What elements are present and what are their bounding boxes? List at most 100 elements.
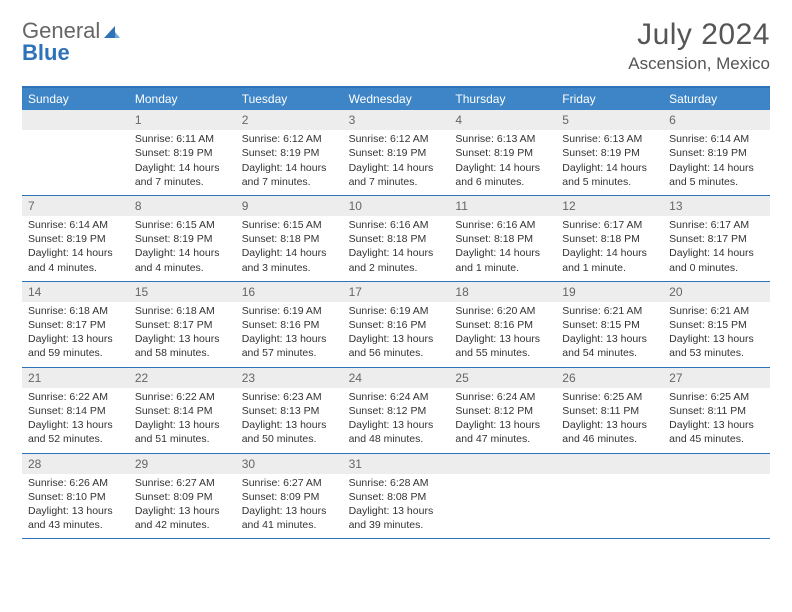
day-body: Sunrise: 6:12 AMSunset: 8:19 PMDaylight:…: [343, 130, 450, 195]
calendar-cell: 20Sunrise: 6:21 AMSunset: 8:15 PMDayligh…: [663, 281, 770, 367]
calendar-cell: 16Sunrise: 6:19 AMSunset: 8:16 PMDayligh…: [236, 281, 343, 367]
sunset-line: Sunset: 8:19 PM: [349, 146, 444, 160]
daylight-line: Daylight: 13 hours and 39 minutes.: [349, 504, 444, 532]
sunset-line: Sunset: 8:13 PM: [242, 404, 337, 418]
day-body: Sunrise: 6:19 AMSunset: 8:16 PMDaylight:…: [236, 302, 343, 367]
calendar-cell: 26Sunrise: 6:25 AMSunset: 8:11 PMDayligh…: [556, 367, 663, 453]
day-number: 1: [129, 110, 236, 130]
sunset-line: Sunset: 8:18 PM: [455, 232, 550, 246]
weekday-header: Sunday: [22, 88, 129, 110]
day-number: 31: [343, 454, 450, 474]
sunrise-line: Sunrise: 6:22 AM: [135, 390, 230, 404]
sunrise-line: Sunrise: 6:27 AM: [242, 476, 337, 490]
logo: GeneralBlue: [22, 18, 122, 66]
sunset-line: Sunset: 8:17 PM: [28, 318, 123, 332]
day-body: Sunrise: 6:16 AMSunset: 8:18 PMDaylight:…: [449, 216, 556, 281]
day-number: [556, 454, 663, 474]
calendar-cell: 2Sunrise: 6:12 AMSunset: 8:19 PMDaylight…: [236, 110, 343, 195]
daylight-line: Daylight: 13 hours and 48 minutes.: [349, 418, 444, 446]
calendar-cell: 6Sunrise: 6:14 AMSunset: 8:19 PMDaylight…: [663, 110, 770, 195]
day-number: 10: [343, 196, 450, 216]
sail-icon: [102, 24, 122, 40]
sunrise-line: Sunrise: 6:15 AM: [242, 218, 337, 232]
title-block: July 2024 Ascension, Mexico: [628, 18, 770, 74]
sunset-line: Sunset: 8:18 PM: [242, 232, 337, 246]
sunrise-line: Sunrise: 6:12 AM: [349, 132, 444, 146]
sunrise-line: Sunrise: 6:19 AM: [349, 304, 444, 318]
daylight-line: Daylight: 14 hours and 5 minutes.: [562, 161, 657, 189]
calendar-cell: 1Sunrise: 6:11 AMSunset: 8:19 PMDaylight…: [129, 110, 236, 195]
daylight-line: Daylight: 13 hours and 47 minutes.: [455, 418, 550, 446]
day-number: 8: [129, 196, 236, 216]
sunset-line: Sunset: 8:16 PM: [242, 318, 337, 332]
day-number: 17: [343, 282, 450, 302]
calendar-cell: 30Sunrise: 6:27 AMSunset: 8:09 PMDayligh…: [236, 453, 343, 539]
calendar-cell: [449, 453, 556, 539]
daylight-line: Daylight: 13 hours and 54 minutes.: [562, 332, 657, 360]
sunrise-line: Sunrise: 6:22 AM: [28, 390, 123, 404]
sunrise-line: Sunrise: 6:27 AM: [135, 476, 230, 490]
day-body: Sunrise: 6:16 AMSunset: 8:18 PMDaylight:…: [343, 216, 450, 281]
day-body: Sunrise: 6:26 AMSunset: 8:10 PMDaylight:…: [22, 474, 129, 539]
sunset-line: Sunset: 8:14 PM: [28, 404, 123, 418]
daylight-line: Daylight: 14 hours and 7 minutes.: [135, 161, 230, 189]
daylight-line: Daylight: 14 hours and 3 minutes.: [242, 246, 337, 274]
day-number: 29: [129, 454, 236, 474]
weekday-header: Thursday: [449, 88, 556, 110]
day-number: 9: [236, 196, 343, 216]
day-body: Sunrise: 6:23 AMSunset: 8:13 PMDaylight:…: [236, 388, 343, 453]
sunrise-line: Sunrise: 6:28 AM: [349, 476, 444, 490]
daylight-line: Daylight: 14 hours and 7 minutes.: [242, 161, 337, 189]
sunset-line: Sunset: 8:15 PM: [562, 318, 657, 332]
sunrise-line: Sunrise: 6:13 AM: [562, 132, 657, 146]
calendar-cell: 5Sunrise: 6:13 AMSunset: 8:19 PMDaylight…: [556, 110, 663, 195]
calendar-cell: [22, 110, 129, 195]
daylight-line: Daylight: 14 hours and 4 minutes.: [28, 246, 123, 274]
day-body: Sunrise: 6:27 AMSunset: 8:09 PMDaylight:…: [236, 474, 343, 539]
sunset-line: Sunset: 8:18 PM: [562, 232, 657, 246]
calendar-cell: 24Sunrise: 6:24 AMSunset: 8:12 PMDayligh…: [343, 367, 450, 453]
header: GeneralBlue July 2024 Ascension, Mexico: [22, 18, 770, 74]
daylight-line: Daylight: 13 hours and 45 minutes.: [669, 418, 764, 446]
daylight-line: Daylight: 13 hours and 41 minutes.: [242, 504, 337, 532]
calendar-cell: 28Sunrise: 6:26 AMSunset: 8:10 PMDayligh…: [22, 453, 129, 539]
day-body: Sunrise: 6:22 AMSunset: 8:14 PMDaylight:…: [22, 388, 129, 453]
day-number: 28: [22, 454, 129, 474]
day-number: 22: [129, 368, 236, 388]
day-body: Sunrise: 6:13 AMSunset: 8:19 PMDaylight:…: [556, 130, 663, 195]
sunrise-line: Sunrise: 6:24 AM: [455, 390, 550, 404]
day-body: Sunrise: 6:13 AMSunset: 8:19 PMDaylight:…: [449, 130, 556, 195]
sunset-line: Sunset: 8:09 PM: [135, 490, 230, 504]
weekday-header: Friday: [556, 88, 663, 110]
daylight-line: Daylight: 13 hours and 55 minutes.: [455, 332, 550, 360]
day-body: Sunrise: 6:18 AMSunset: 8:17 PMDaylight:…: [22, 302, 129, 367]
day-body: Sunrise: 6:11 AMSunset: 8:19 PMDaylight:…: [129, 130, 236, 195]
day-number: 27: [663, 368, 770, 388]
day-body: Sunrise: 6:19 AMSunset: 8:16 PMDaylight:…: [343, 302, 450, 367]
day-body: Sunrise: 6:21 AMSunset: 8:15 PMDaylight:…: [663, 302, 770, 367]
day-body: Sunrise: 6:25 AMSunset: 8:11 PMDaylight:…: [663, 388, 770, 453]
sunset-line: Sunset: 8:15 PM: [669, 318, 764, 332]
sunrise-line: Sunrise: 6:17 AM: [562, 218, 657, 232]
calendar-cell: 15Sunrise: 6:18 AMSunset: 8:17 PMDayligh…: [129, 281, 236, 367]
calendar-cell: 7Sunrise: 6:14 AMSunset: 8:19 PMDaylight…: [22, 195, 129, 281]
day-number: 13: [663, 196, 770, 216]
sunrise-line: Sunrise: 6:23 AM: [242, 390, 337, 404]
day-body: Sunrise: 6:25 AMSunset: 8:11 PMDaylight:…: [556, 388, 663, 453]
day-body: Sunrise: 6:14 AMSunset: 8:19 PMDaylight:…: [22, 216, 129, 281]
sunrise-line: Sunrise: 6:17 AM: [669, 218, 764, 232]
sunrise-line: Sunrise: 6:11 AM: [135, 132, 230, 146]
day-number: 2: [236, 110, 343, 130]
calendar-cell: 3Sunrise: 6:12 AMSunset: 8:19 PMDaylight…: [343, 110, 450, 195]
weekday-header: Saturday: [663, 88, 770, 110]
calendar-cell: 8Sunrise: 6:15 AMSunset: 8:19 PMDaylight…: [129, 195, 236, 281]
day-body: Sunrise: 6:18 AMSunset: 8:17 PMDaylight:…: [129, 302, 236, 367]
daylight-line: Daylight: 14 hours and 4 minutes.: [135, 246, 230, 274]
sunset-line: Sunset: 8:10 PM: [28, 490, 123, 504]
sunrise-line: Sunrise: 6:21 AM: [669, 304, 764, 318]
sunset-line: Sunset: 8:12 PM: [455, 404, 550, 418]
day-body: Sunrise: 6:15 AMSunset: 8:18 PMDaylight:…: [236, 216, 343, 281]
calendar-cell: [663, 453, 770, 539]
daylight-line: Daylight: 13 hours and 58 minutes.: [135, 332, 230, 360]
calendar-cell: 21Sunrise: 6:22 AMSunset: 8:14 PMDayligh…: [22, 367, 129, 453]
